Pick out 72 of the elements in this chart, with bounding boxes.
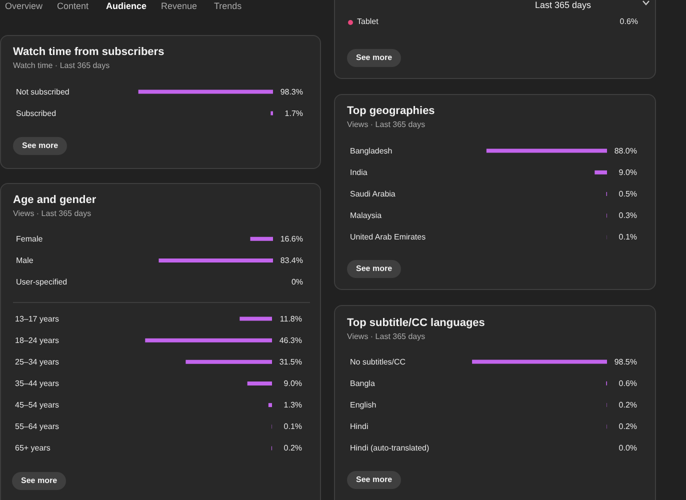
text: Views · Last 365 days — [347, 332, 426, 341]
text: Tablet — [357, 17, 378, 26]
y-tick-label: 35–44 years — [15, 379, 60, 388]
text: See more — [13, 137, 68, 155]
text: Audience — [106, 1, 147, 11]
y-tick-label: Male — [16, 256, 34, 265]
y-tick-label: 25–34 years — [15, 357, 60, 366]
data-label: 1.3% — [284, 400, 302, 410]
y-tick-label: 55–64 years — [15, 422, 60, 432]
bar — [240, 316, 272, 321]
bar — [594, 170, 607, 174]
text: Last 365 days — [535, 0, 592, 10]
data-label: 0.0% — [618, 444, 637, 453]
data-label: 0.2% — [284, 444, 302, 453]
data-label: 0.3% — [618, 211, 637, 220]
bar — [145, 338, 272, 342]
text: See more — [347, 49, 402, 67]
data-label: 9.0% — [618, 168, 637, 177]
data-label: 88.0% — [614, 146, 637, 156]
data-label: 9.0% — [284, 379, 302, 388]
text: See more — [347, 260, 402, 278]
data-label: 83.4% — [280, 256, 303, 265]
data-label: 0.1% — [618, 232, 637, 242]
text: 0.6% — [620, 17, 638, 26]
text: See more — [12, 472, 66, 490]
data-label: 0.1% — [284, 422, 302, 432]
data-label: 0.5% — [618, 190, 637, 198]
y-tick-label: 18–24 years — [15, 336, 60, 345]
data-label: 1.7% — [284, 108, 303, 118]
bar — [186, 360, 272, 364]
text: Content — [57, 1, 89, 11]
data-label: 0.6% — [618, 378, 637, 388]
data-label: 98.3% — [280, 87, 303, 96]
y-tick-label: 13–17 years — [15, 314, 60, 324]
y-tick-label: Female — [16, 234, 44, 244]
text: Age and gender — [13, 194, 96, 206]
data-label: 0.2% — [618, 422, 637, 432]
y-tick-label: Hindi — [350, 422, 368, 432]
y-tick-label: India — [350, 168, 368, 177]
y-tick-label: Bangladesh — [350, 146, 392, 156]
text: Trends — [214, 1, 242, 11]
y-tick-label: Bangla — [350, 378, 376, 388]
text: Revenue — [161, 1, 198, 11]
y-tick-label: Hindi (auto-translated) — [350, 444, 430, 453]
text: Top geographies — [347, 105, 435, 117]
y-tick-label: Subscribed — [16, 108, 56, 118]
chart-title: Watch time from subscribers — [13, 46, 164, 58]
bar — [486, 148, 607, 153]
y-tick-label: English — [350, 400, 376, 410]
data-label: 11.8% — [280, 314, 302, 324]
bar — [247, 382, 272, 386]
y-tick-label: Saudi Arabia — [350, 190, 396, 198]
text: Overview — [5, 1, 43, 11]
y-tick-label: No subtitles/CC — [350, 357, 406, 366]
y-tick-label: User-specified — [16, 278, 68, 287]
y-tick-label: Malaysia — [350, 211, 382, 220]
y-tick-label: 45–54 years — [15, 400, 60, 410]
text: See more — [347, 471, 402, 489]
data-label: 46.3% — [279, 336, 302, 345]
y-tick-label: 65+ years — [15, 444, 50, 453]
data-label: 0.2% — [618, 400, 637, 410]
text: Views · Last 365 days — [13, 209, 92, 218]
y-tick-label: Not subscribed — [16, 87, 70, 96]
data-label: 31.5% — [279, 357, 302, 366]
y-tick-label: United Arab Emirates — [350, 232, 426, 242]
data-label: 0% — [291, 278, 303, 287]
bar — [268, 403, 272, 408]
text: Watch time · Last 365 days — [13, 61, 110, 70]
data-label: 16.6% — [280, 234, 303, 244]
data-label: 98.5% — [614, 357, 637, 366]
text: Views · Last 365 days — [347, 120, 426, 129]
chart-title: Top subtitle/CC languages — [347, 317, 485, 329]
